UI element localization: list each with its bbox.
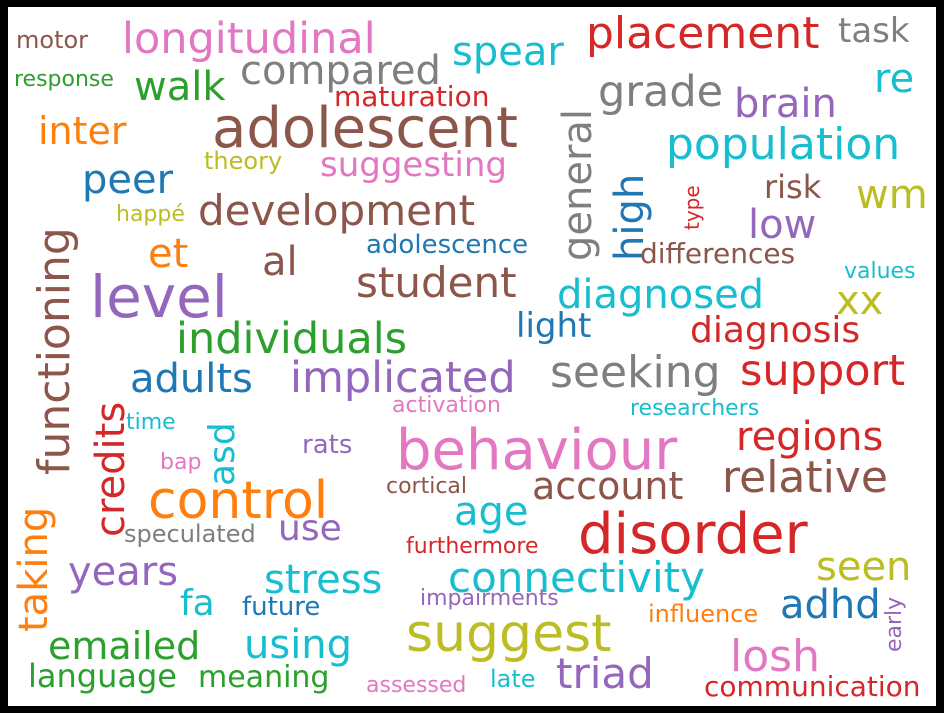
word-functioning: functioning	[29, 227, 80, 475]
word-taking: taking	[11, 506, 57, 632]
word-spear: spear	[452, 29, 564, 75]
word-asd: asd	[202, 422, 243, 486]
word-xx: xx	[836, 278, 884, 324]
word-diagnosis: diagnosis	[690, 310, 861, 351]
word-time: time	[126, 410, 176, 435]
word-suggest: suggest	[406, 604, 612, 664]
word-triad: triad	[556, 649, 654, 698]
word-stress: stress	[264, 557, 383, 603]
word-early: early	[882, 596, 907, 652]
word-furthermore: furthermore	[406, 534, 539, 559]
word-wm: wm	[856, 172, 928, 218]
word-peer: peer	[82, 157, 174, 203]
word-happe: happé	[116, 202, 185, 227]
word-placement: placement	[586, 8, 820, 59]
word-cloud: adolescent behaviour control disorder le…	[8, 7, 936, 706]
word-population: population	[666, 119, 901, 170]
word-losh: losh	[730, 631, 820, 682]
word-type: type	[680, 185, 704, 230]
word-regions: regions	[736, 414, 884, 460]
word-differences: differences	[640, 237, 796, 270]
word-communication: communication	[704, 670, 921, 703]
word-inter: inter	[38, 109, 127, 153]
word-brain: brain	[734, 81, 837, 127]
word-task: task	[838, 11, 910, 51]
word-meaning: meaning	[198, 660, 330, 695]
word-activation: activation	[392, 393, 501, 418]
word-compared: compared	[240, 48, 441, 94]
word-al: al	[262, 239, 298, 285]
word-language: language	[28, 657, 177, 695]
word-light: light	[516, 306, 592, 346]
word-use: use	[278, 508, 342, 549]
word-control: control	[148, 471, 329, 531]
word-low: low	[748, 202, 817, 248]
word-adults: adults	[130, 356, 253, 402]
word-maturation: maturation	[334, 80, 490, 113]
word-disorder: disorder	[578, 502, 808, 567]
word-walk: walk	[134, 64, 226, 110]
word-relative: relative	[722, 452, 888, 503]
word-influence: influence	[648, 600, 759, 628]
word-connectivity: connectivity	[448, 553, 705, 602]
word-support: support	[740, 346, 906, 396]
word-emailed: emailed	[48, 624, 201, 668]
word-level: level	[90, 263, 228, 331]
word-fa: fa	[180, 583, 215, 624]
word-credits: credits	[88, 401, 134, 537]
word-student: student	[356, 258, 517, 307]
word-motor: motor	[16, 26, 89, 54]
word-bap: bap	[160, 450, 202, 475]
word-general: general	[555, 108, 601, 261]
word-researchers: researchers	[630, 396, 760, 421]
word-years: years	[68, 549, 179, 595]
word-account: account	[532, 464, 684, 508]
word-behaviour: behaviour	[396, 418, 678, 483]
word-future: future	[242, 592, 321, 622]
word-individuals: individuals	[176, 314, 408, 364]
word-development: development	[198, 186, 476, 235]
word-longitudinal: longitudinal	[122, 14, 376, 64]
word-speculated: speculated	[124, 520, 256, 548]
word-using: using	[244, 622, 353, 668]
word-seeking: seeking	[550, 347, 721, 398]
word-grade: grade	[598, 67, 724, 117]
word-theory: theory	[204, 147, 283, 175]
word-assessed: assessed	[366, 673, 467, 698]
word-impairments: impairments	[420, 586, 559, 611]
word-suggesting: suggesting	[320, 145, 507, 185]
word-rats: rats	[302, 430, 353, 460]
word-response: response	[14, 67, 114, 92]
word-age: age	[454, 489, 529, 535]
word-re: re	[874, 56, 915, 102]
word-values: values	[844, 259, 916, 284]
word-implicated: implicated	[290, 353, 516, 403]
word-adolescence: adolescence	[366, 230, 529, 260]
word-adhd: adhd	[780, 582, 881, 628]
word-risk: risk	[764, 168, 822, 206]
word-et: et	[148, 231, 189, 277]
word-seen: seen	[816, 544, 912, 590]
word-diagnosed: diagnosed	[557, 272, 765, 318]
word-late: late	[490, 665, 536, 693]
word-adolescent: adolescent	[212, 96, 519, 161]
word-cortical: cortical	[386, 474, 468, 499]
